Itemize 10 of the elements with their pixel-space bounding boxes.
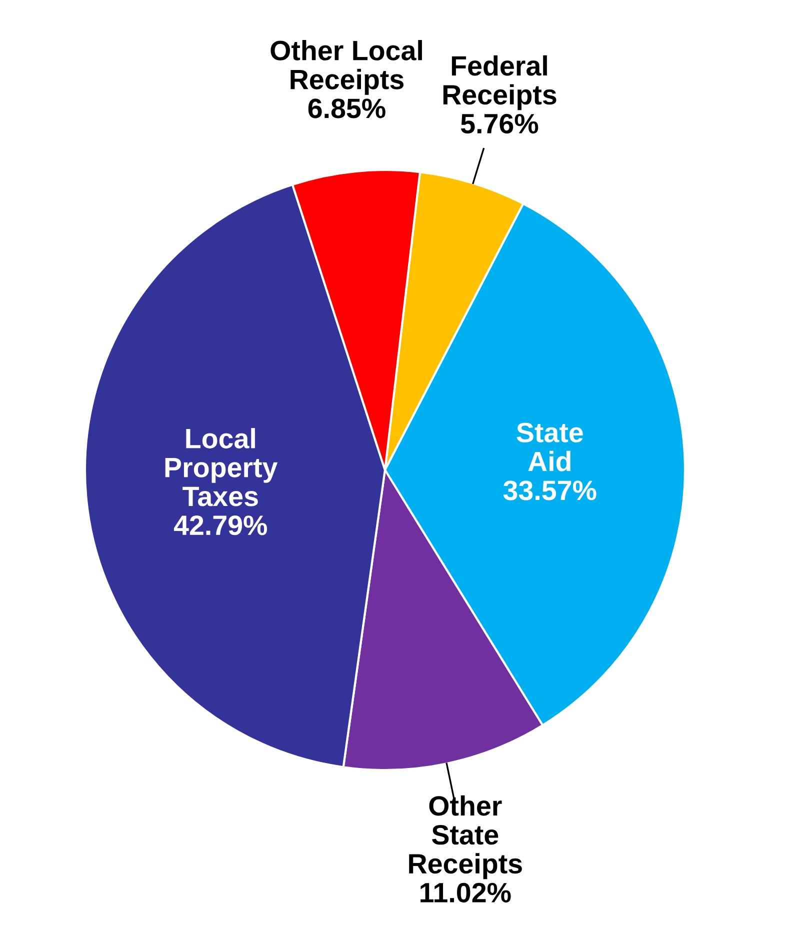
data-label: 6.85% (308, 98, 386, 118)
slice-label: Other Local Receipts (270, 40, 422, 95)
data-label: 5.76% (460, 114, 538, 134)
slice-label: State Aid (516, 422, 583, 472)
data-label: 33.57% (503, 480, 596, 500)
slice-label: Federal Receipts (443, 55, 556, 110)
data-label: 42.79% (174, 516, 267, 536)
slice-label: Other State Receipts (409, 795, 522, 880)
slice-label: Local Property Taxes (165, 428, 278, 506)
data-label: 11.02% (420, 882, 511, 902)
